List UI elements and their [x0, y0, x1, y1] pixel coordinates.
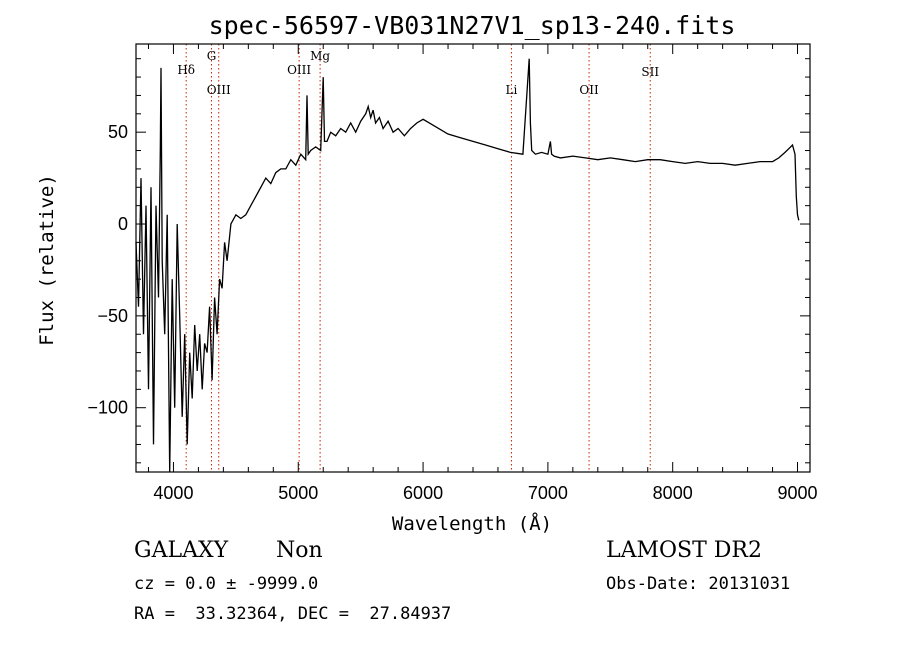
x-tick-label-5: 9000 — [777, 483, 817, 503]
line-label-7: SII — [641, 65, 659, 79]
line-label-4: Mg — [310, 49, 330, 63]
spectrum-line — [135, 58, 800, 473]
object-subclass: Non — [276, 538, 323, 563]
y-tick-label-2: 0 — [118, 214, 128, 234]
line-label-0: Hδ — [177, 63, 195, 77]
redshift-readout: cz = 0.0 ± -9999.0 — [134, 574, 319, 594]
x-tick-label-1: 5000 — [278, 483, 318, 503]
observation-date: Obs-Date: 20131031 — [606, 574, 791, 594]
y-tick-label-0: −100 — [87, 398, 128, 418]
x-tick-label-3: 7000 — [528, 483, 568, 503]
line-label-6: OII — [579, 83, 599, 97]
line-label-2: OIII — [207, 83, 231, 97]
x-axis-label: Wavelength (Å) — [392, 512, 552, 535]
chart-title: spec-56597-VB031N27V1_sp13-240.fits — [209, 11, 736, 40]
y-tick-label-3: 50 — [108, 122, 128, 142]
axis-ticks: 4000 5000 6000 7000 8000 9000 −100 −50 0 50 — [87, 44, 818, 503]
line-label-5: Li — [506, 83, 518, 97]
x-tick-label-4: 8000 — [653, 483, 693, 503]
line-label-3: OIII — [287, 63, 311, 77]
x-tick-label-0: 4000 — [153, 483, 193, 503]
coordinates-readout: RA = 33.32364, DEC = 27.84937 — [134, 604, 452, 624]
line-label-1: G — [207, 49, 217, 63]
x-tick-label-2: 6000 — [403, 483, 443, 503]
plot-frame — [135, 43, 811, 473]
survey-name: LAMOST DR2 — [606, 538, 762, 563]
y-axis-label: Flux (relative) — [36, 174, 58, 346]
object-class: GALAXY — [134, 538, 229, 563]
y-tick-label-1: −50 — [97, 306, 128, 326]
